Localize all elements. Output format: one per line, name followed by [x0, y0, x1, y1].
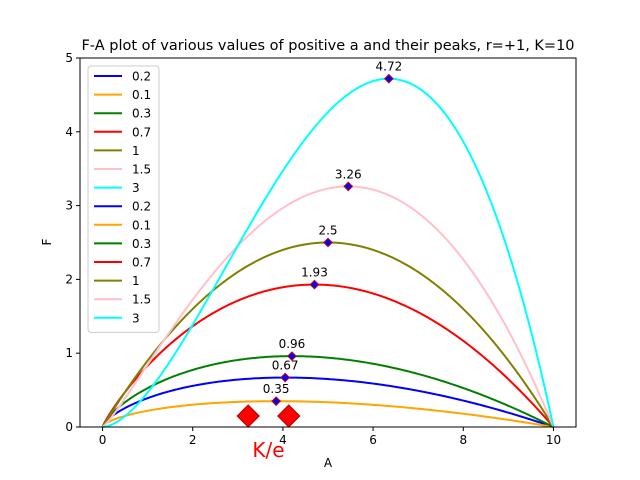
y-axis: 0 1 2 3 4 5 — [65, 51, 80, 434]
legend-label: 1.5 — [132, 163, 151, 177]
peak-label-3: 4.72 — [376, 60, 403, 74]
y-tick-label: 3 — [65, 199, 73, 213]
peak-marker-3 — [383, 73, 394, 84]
peak-marker-0.7 — [309, 279, 320, 290]
ke-label: K/e — [252, 438, 284, 462]
series-line-0.1 — [101, 400, 554, 428]
plot-frame — [79, 57, 577, 428]
y-tick-label: 4 — [65, 125, 73, 139]
curves-layer — [101, 77, 555, 428]
peak-label-0.2: 0.67 — [272, 359, 299, 373]
legend-label: 0.3 — [132, 237, 151, 251]
peak-label-0.3: 0.96 — [279, 337, 306, 351]
legend-label: 0.1 — [132, 88, 151, 102]
legend-label: 0.2 — [132, 70, 151, 84]
peak-label-1: 2.5 — [318, 224, 337, 238]
chart-title: F-A plot of various values of positive a… — [81, 38, 574, 54]
peaks-layer: 0.67 0.35 0.96 1.93 2.5 3.26 4.72 — [263, 60, 403, 407]
peak-label-0.7: 1.93 — [301, 266, 328, 280]
series-line-0.2 — [101, 376, 554, 428]
y-tick-label: 1 — [65, 346, 73, 360]
x-tick-label: 0 — [99, 433, 107, 447]
y-tick-label: 0 — [65, 420, 73, 434]
x-tick-label: 10 — [546, 433, 561, 447]
peak-marker-0.3 — [287, 351, 297, 362]
legend-label: 3 — [132, 181, 140, 195]
legend-label: 0.7 — [132, 256, 151, 270]
peak-marker-0.2 — [280, 372, 291, 383]
legend-label: 0.1 — [132, 218, 151, 232]
peak-label-1.5: 3.26 — [335, 167, 362, 181]
series-line-3 — [102, 77, 555, 428]
legend-label: 1 — [132, 274, 140, 288]
legend-label: 1.5 — [132, 293, 151, 307]
y-axis-label: F — [40, 238, 54, 245]
y-tick-label: 5 — [65, 51, 73, 65]
x-tick-label: 8 — [459, 433, 467, 447]
legend-label: 0.2 — [132, 200, 151, 214]
y-tick-label: 2 — [65, 272, 73, 286]
x-tick-label: 2 — [189, 433, 197, 447]
x-tick-label: 6 — [369, 433, 377, 447]
legend-label: 0.7 — [132, 125, 151, 139]
series-line-0.3 — [101, 355, 554, 428]
legend: 0.2 0.1 0.3 0.7 1 1.5 3 0.2 0.1 0.3 0.7 1 1.5 3 — [87, 65, 160, 333]
x-axis: 0 2 4 6 8 10 — [99, 427, 561, 447]
legend-label: 0.3 — [132, 107, 151, 121]
legend-label: 3 — [132, 311, 140, 325]
peak-label-0.1: 0.35 — [263, 382, 290, 396]
x-axis-label: A — [324, 456, 333, 470]
peak-marker-1 — [323, 237, 333, 248]
x-tick-label: 4 — [279, 433, 287, 447]
series-line-1.5 — [101, 185, 555, 428]
series-line-0.7 — [101, 283, 555, 428]
legend-label: 1 — [132, 144, 140, 158]
peak-marker-1.5 — [343, 181, 354, 192]
peak-marker-0.1 — [271, 396, 282, 407]
